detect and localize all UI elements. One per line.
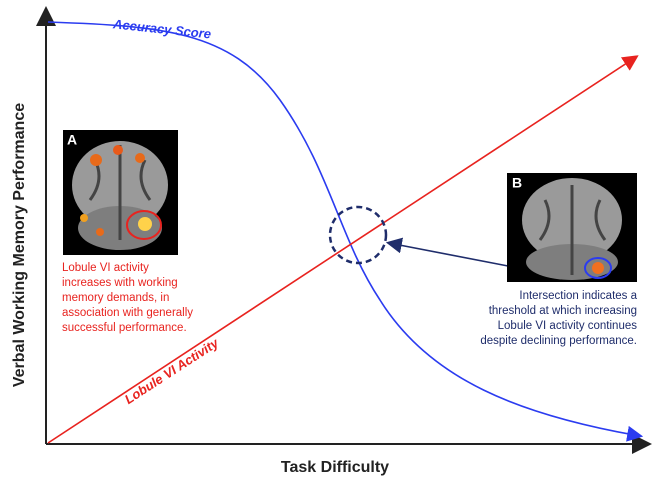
caption-line: Lobule VI activity [62,262,149,274]
caption-line: association with generally [62,307,193,319]
caption-line: increases with working [62,277,178,289]
x-axis-label: Task Difficulty [281,459,389,476]
y-axis-label: Verbal Working Memory Performance [11,103,28,387]
caption-line: memory demands, in [62,292,169,304]
caption-line: Intersection indicates a [519,290,637,302]
activity-label: Lobule VI Activity [122,335,222,407]
diagram: Verbal Working Memory Performance Task D… [0,0,654,480]
brain-image-b [507,173,637,282]
brain-image-a [63,130,178,255]
caption-line: threshold at which increasing [489,305,637,317]
caption-line: Lobule VI activity continues [498,320,638,332]
pointer-arrow [389,243,508,266]
panel-label: B [512,175,522,191]
panel-label: A [67,132,77,148]
caption-line: despite declining performance. [480,335,637,347]
caption-line: successful performance. [62,322,187,334]
accuracy-label: Accuracy Score [111,16,211,41]
